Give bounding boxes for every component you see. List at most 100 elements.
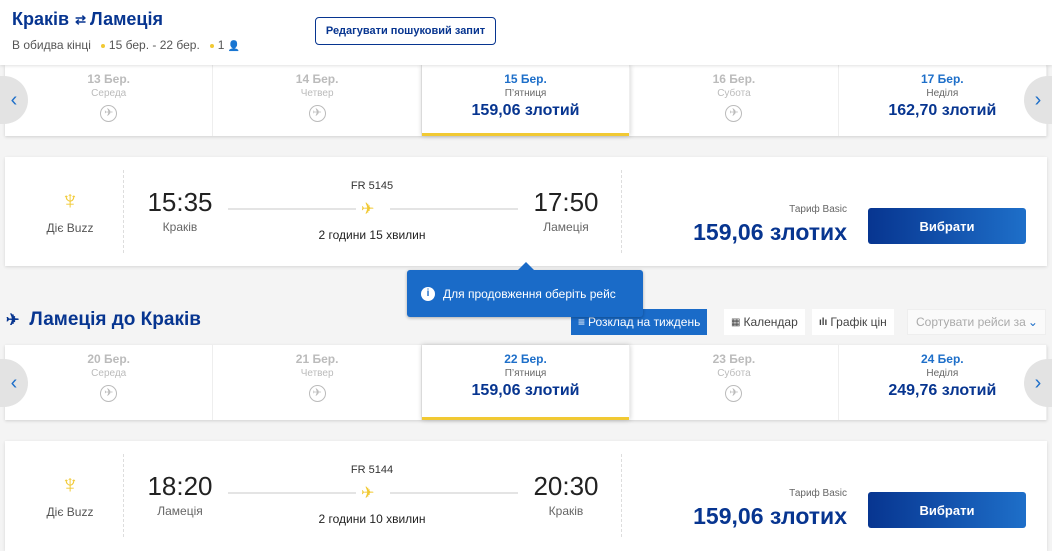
outbound-flight-card[interactable]: ♆ Діє Buzz 15:35 Краків FR 5145 ✈ 2 годин… [5,157,1047,266]
date-cell[interactable]: 16 Бер. Субота ✈ [630,65,839,136]
weekday: П’ятниця [504,88,547,99]
person-icon: 👤 [227,41,241,52]
weekday: Середа [91,368,127,379]
divider [123,170,124,253]
return-section-title: ✈ Ламеція до Краків [6,309,201,331]
date-cell[interactable]: 22 Бер. П’ятниця 159,06 злотий [421,345,631,420]
no-flights-icon: ✈ [308,385,326,402]
date-price: 162,70 злотий [888,102,997,119]
airline-logo: ♆ Діє Buzz [25,469,115,519]
weekday: Неділя [926,368,959,379]
select-flight-button[interactable]: Вибрати [868,492,1026,528]
route-line [390,208,518,210]
airline-name: Діє Buzz [46,221,94,235]
arrival-time: 20:30 [533,471,599,501]
chevron-left-icon: ‹ [10,88,18,111]
flight-number: FR 5145 [350,180,394,192]
route-line [228,492,356,494]
section-heading: Ламеція до Краків [29,309,201,330]
date-price: 159,06 злотий [471,102,580,119]
edit-search-button[interactable]: Редагувати пошуковий запит [315,17,496,45]
route-line [228,208,356,210]
flight-price: 159,06 злотих [693,219,847,245]
date: 21 Бер. [295,352,339,366]
date: 14 Бер. [295,72,339,86]
destination-city: Ламеція [89,9,163,29]
weekday: Неділя [926,88,959,99]
sort-flights-select[interactable]: Сортувати рейси за ⌄ [907,309,1046,335]
harp-logo-icon: ♆ [60,185,80,215]
arrival-city: Краків [548,504,584,518]
weekday: Середа [91,88,127,99]
date-cell[interactable]: 17 Бер. Неділя 162,70 злотий [839,65,1048,136]
airline-name: Діє Buzz [46,505,94,519]
list-icon: ≡ [578,315,586,329]
no-flights-icon: ✈ [100,105,118,122]
tab-price-chart[interactable]: ılı Графік цін [812,309,894,335]
date-price: 249,76 злотий [888,382,997,399]
weekday: Четвер [300,88,334,99]
plane-landing-icon: ✈ [6,312,20,329]
divider [621,454,622,537]
date: 16 Бер. [712,72,756,86]
fare-type: Тариф Basic [789,488,847,499]
airline-logo: ♆ Діє Buzz [25,185,115,235]
flight-duration: 2 години 15 хвилин [318,228,426,242]
harp-logo-icon: ♆ [60,469,80,499]
weekday: Субота [717,88,751,99]
tab-label: Календар [743,315,798,329]
date: 13 Бер. [87,72,131,86]
no-flights-icon: ✈ [725,385,743,402]
plane-icon: ✈ [361,485,375,502]
flight-duration: 2 години 10 хвилин [318,512,426,526]
chevron-right-icon: › [1034,88,1042,111]
route-title: Краків ⇄ Ламеція [12,9,163,30]
sort-placeholder: Сортувати рейси за [916,315,1026,329]
arrival-city: Ламеція [543,220,589,234]
passengers-wrap: 1 👤 [209,38,241,52]
divider [123,454,124,537]
origin-city: Краків [12,9,70,29]
trip-type: В обидва кінці [12,38,91,52]
search-summary-header: Краків ⇄ Ламеція В обидва кінці 15 бер. … [0,0,1052,65]
weekday: Четвер [300,368,334,379]
date: 22 Бер. [504,352,547,366]
date-cell[interactable]: 24 Бер. Неділя 249,76 злотий [839,345,1048,420]
date-cell[interactable]: 13 Бер. Середа ✈ [5,65,214,136]
flight-number: FR 5144 [350,464,394,476]
weekday: П’ятниця [504,368,547,379]
date: 23 Бер. [712,352,756,366]
chevron-right-icon: › [1034,371,1042,394]
date: 24 Бер. [921,352,964,366]
no-flights-icon: ✈ [100,385,118,402]
tooltip-text: Для продовження оберіть рейс [443,286,616,301]
inbound-flight-card[interactable]: ♆ Діє Buzz 18:20 Ламеція FR 5144 ✈ 2 годи… [5,441,1047,551]
weekday: Субота [717,368,751,379]
arrival-time: 17:50 [533,187,599,217]
date: 15 Бер. [504,72,547,86]
info-icon: i [421,286,435,301]
bar-chart-icon: ılı [819,316,828,328]
date-cell[interactable]: 14 Бер. Четвер ✈ [213,65,422,136]
date-cell[interactable]: 15 Бер. П’ятниця 159,06 злотий [421,65,631,136]
departure-city: Краків [162,220,198,234]
date-cell[interactable]: 20 Бер. Середа ✈ [5,345,214,420]
select-flight-tooltip: i Для продовження оберіть рейс [407,262,643,317]
passenger-count: 1 [217,38,225,52]
no-flights-icon: ✈ [725,105,743,122]
select-flight-button[interactable]: Вибрати [868,208,1026,244]
tab-calendar[interactable]: ▦ Календар [724,309,805,335]
departure-time: 15:35 [147,187,213,217]
inbound-date-strip: 20 Бер. Середа ✈ 21 Бер. Четвер ✈ 22 Бер. П’ятн… [5,345,1048,420]
date-cell[interactable]: 23 Бер. Субота ✈ [630,345,839,420]
departure-city: Ламеція [157,504,203,518]
date-cell[interactable]: 21 Бер. Четвер ✈ [213,345,422,420]
trip-dates: 15 бер. - 22 бер. [108,38,200,52]
flight-price: 159,06 злотих [693,503,847,529]
round-trip-icon: ⇄ [75,11,86,27]
route-line [390,492,518,494]
trip-dates-wrap: 15 бер. - 22 бер. [100,38,200,52]
date: 20 Бер. [87,352,131,366]
chevron-down-icon: ⌄ [1027,315,1038,329]
fare-type: Тариф Basic [789,204,847,215]
